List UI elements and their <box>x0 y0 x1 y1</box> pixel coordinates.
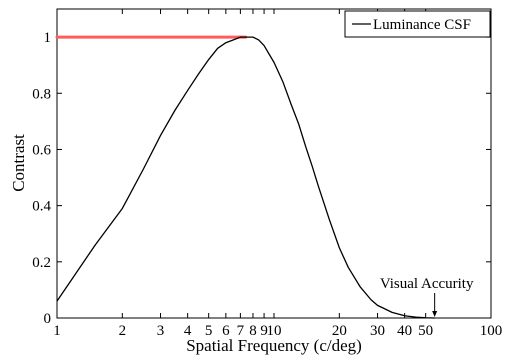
y-axis-ticks: 0 0.2 0.4 0.6 0.8 1 <box>32 30 491 327</box>
x-axis-label: Spatial Frequency (c/deg) <box>186 336 362 355</box>
y-tick-label: 1 <box>44 30 52 46</box>
x-tick-label: 5 <box>205 323 213 339</box>
y-tick-label: 0.2 <box>32 255 51 271</box>
x-tick-label: 50 <box>418 323 433 339</box>
x-tick-label: 40 <box>397 323 412 339</box>
y-tick-label: 0.4 <box>32 199 51 215</box>
y-tick-label: 0 <box>44 311 52 327</box>
x-tick-label: 8 <box>249 323 257 339</box>
x-tick-label: 1 <box>53 323 61 339</box>
legend: Luminance CSF <box>344 10 491 38</box>
y-tick-label: 0.6 <box>32 142 51 158</box>
annotation-arrowhead <box>432 311 438 317</box>
x-tick-label: 10 <box>267 323 282 339</box>
y-tick-label: 0.8 <box>32 86 51 102</box>
x-tick-label: 2 <box>119 323 127 339</box>
annotation-layer: Visual Accurity <box>380 276 474 317</box>
x-axis-ticks: 1 2 3 4 5 6 7 8 910 20 30 40 50 100 <box>53 9 502 339</box>
axes-box <box>56 8 492 319</box>
x-tick-label: 3 <box>157 323 165 339</box>
x-tick-label: 30 <box>370 323 385 339</box>
y-axis-label: Contrast <box>9 134 28 192</box>
x-tick-label: 6 <box>222 323 230 339</box>
series-line <box>56 36 435 319</box>
plot-area <box>56 8 492 319</box>
x-tick-label: 9 <box>260 323 268 339</box>
x-tick-label: 7 <box>237 323 245 339</box>
x-tick-label: 4 <box>184 323 192 339</box>
annotation-visual-acuity: Visual Accurity <box>380 276 474 292</box>
x-tick-label: 20 <box>332 323 347 339</box>
x-tick-label: 100 <box>480 323 503 339</box>
series-layer <box>56 36 435 319</box>
legend-label: Luminance CSF <box>373 17 471 33</box>
